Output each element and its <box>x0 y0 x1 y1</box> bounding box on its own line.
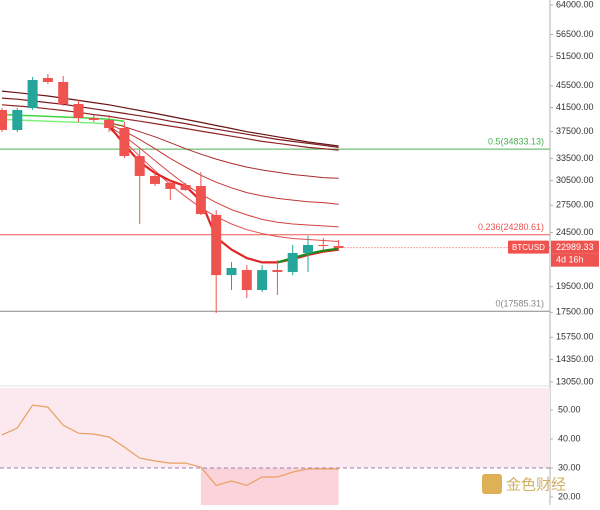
candle-body <box>195 186 206 215</box>
fib-label: 0.5(34833.13) <box>488 137 544 147</box>
y-tick-label: 30.00 <box>558 462 581 472</box>
candle-body <box>27 79 38 109</box>
symbol-box <box>508 240 549 254</box>
y-tick-label: 64000.00 <box>556 0 594 9</box>
moving-average <box>108 123 339 205</box>
moving-average <box>1 118 125 127</box>
candle-body <box>333 246 344 248</box>
candle-body <box>0 110 7 130</box>
y-tick-label: 45500.00 <box>556 80 594 90</box>
y-tick-label: 19500.00 <box>556 281 594 291</box>
moving-average <box>108 128 339 242</box>
y-tick-label: 17500.00 <box>556 307 594 317</box>
candle-body <box>73 103 84 118</box>
y-tick-label: 15750.00 <box>556 332 594 342</box>
moving-average <box>1 113 125 122</box>
moving-average <box>1 90 339 147</box>
y-tick-label: 24500.00 <box>556 227 594 237</box>
watermark: 金色财经 <box>482 474 566 494</box>
candle-body <box>42 78 53 82</box>
candle-body <box>119 127 130 157</box>
watermark-text: 金色财经 <box>506 476 566 494</box>
y-tick-label: 13050.00 <box>556 376 594 386</box>
candle-body <box>257 270 268 290</box>
moving-average <box>1 104 339 151</box>
countdown-label: 4d 16h <box>556 255 584 265</box>
candle-body <box>180 184 191 191</box>
y-tick-label: 37500.00 <box>556 126 594 136</box>
y-tick-label: 41500.00 <box>556 102 594 112</box>
candle-body <box>241 270 252 290</box>
y-tick-label: 56500.00 <box>556 29 594 39</box>
watermark-logo <box>482 474 502 494</box>
candle-body <box>211 214 222 276</box>
last-price-label: 22989.33 <box>556 242 594 252</box>
candle-body <box>226 268 237 276</box>
y-tick-label: 40.00 <box>558 433 581 443</box>
candle-body <box>104 119 115 128</box>
candle-body <box>58 81 69 104</box>
moving-average <box>1 97 339 148</box>
candle-body <box>287 252 298 272</box>
candle-body <box>165 183 176 189</box>
candle-body <box>303 245 313 253</box>
symbol-label: BTCUSD <box>512 243 545 252</box>
candle-body <box>12 110 23 130</box>
moving-average <box>108 125 339 228</box>
countdown-box <box>551 253 599 267</box>
fib-label: 0.236(24280.61) <box>478 222 544 232</box>
oscillator-line <box>1 404 339 487</box>
y-tick-label: 14350.00 <box>556 354 594 364</box>
moving-average <box>108 121 339 179</box>
y-tick-label: 33500.00 <box>556 153 594 163</box>
price-box <box>551 240 599 254</box>
oversold-fill <box>200 468 339 505</box>
y-tick-label: 30500.00 <box>556 175 594 185</box>
y-tick-label: 50.00 <box>558 404 581 414</box>
candle-body <box>272 270 283 272</box>
candle-body <box>150 175 160 184</box>
y-tick-label: 27500.00 <box>556 200 594 210</box>
y-tick-label: 51500.00 <box>556 51 594 61</box>
y-tick-label: 20.00 <box>558 491 581 501</box>
band <box>0 388 550 469</box>
candle-body <box>318 245 329 247</box>
candle-body <box>134 156 145 176</box>
candle-body <box>88 117 99 120</box>
fib-label: 0(17585.31) <box>495 299 544 309</box>
